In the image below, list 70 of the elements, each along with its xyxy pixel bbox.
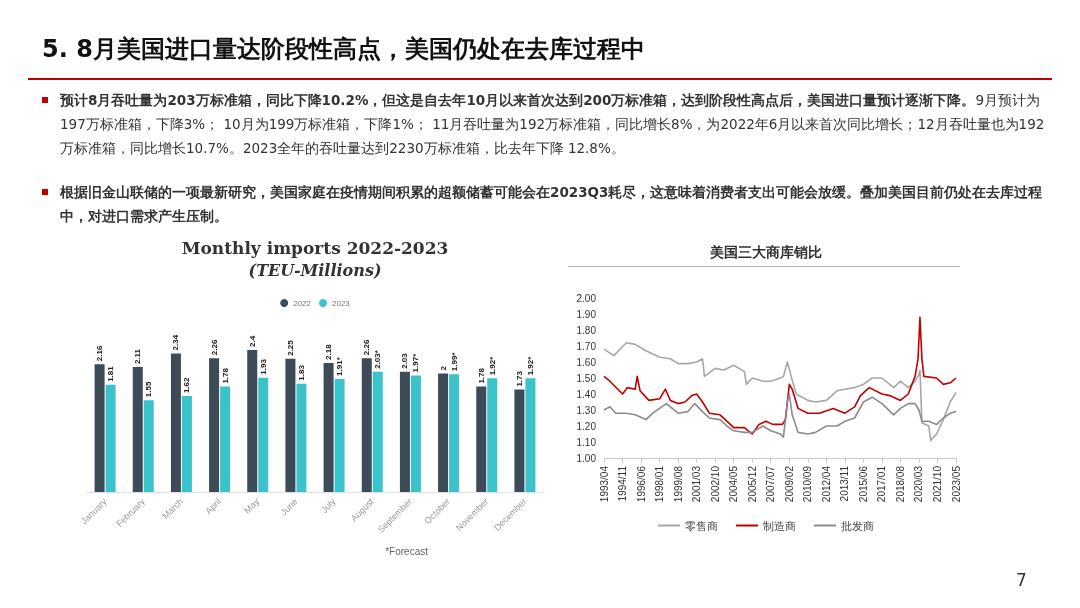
text: 预计8月吞吐量为203万标准箱，同比下降10.2%，但这是自去年10月以来首次达到200万标准箱，达到阶段性高点后，美国进口量预计逐渐下降。	[60, 92, 976, 108]
data-label: 2.25	[285, 339, 295, 356]
x-tick-label: 2009/02	[783, 465, 795, 503]
legend-label: 零售商	[685, 519, 718, 532]
data-label: 1.83	[296, 364, 306, 381]
x-tick-label: 2001/03	[691, 465, 703, 503]
text: 7	[1016, 570, 1027, 590]
y-tick-label: 1.20	[576, 420, 597, 432]
data-label: 2.18	[324, 343, 334, 360]
legend-label: 批发商	[841, 519, 874, 532]
legend-label: 制造商	[763, 519, 796, 532]
legend-label: 2023	[332, 298, 351, 308]
data-label: 1.78	[220, 367, 230, 384]
text: *Forecast	[385, 545, 429, 557]
y-tick-label: 1.90	[576, 308, 597, 320]
data-label: 2.4	[247, 335, 257, 347]
x-tick-label: July	[319, 496, 338, 515]
data-label: 1.99*	[449, 351, 459, 372]
data-label: 2.03*	[373, 349, 383, 369]
legend-label: 2022	[293, 298, 312, 308]
x-tick-label: 1993/04	[598, 465, 610, 503]
data-label: 1.92*	[525, 355, 535, 376]
data-label: 2.34	[171, 334, 181, 351]
x-tick-label: 2010/09	[802, 465, 814, 503]
x-tick-label: 2023/05	[950, 465, 962, 503]
y-tick-label: 2.00	[576, 292, 597, 304]
x-tick-label: 2002/10	[709, 465, 721, 503]
data-label: 1.55	[144, 381, 154, 398]
x-tick-label: 1998/01	[654, 465, 666, 503]
x-tick-label: 2017/01	[876, 465, 888, 503]
x-tick-label: 2018/08	[894, 465, 906, 503]
text: 5. 8月美国进口量达阶段性高点，美国仍处在去库过程中	[42, 34, 645, 65]
x-tick-label: 2020/03	[913, 465, 925, 503]
data-label: 1.62	[182, 376, 192, 394]
data-label: 2.26	[209, 339, 219, 356]
chart-title: 美国三大商库销比	[709, 244, 822, 260]
data-label: 2.26	[362, 339, 372, 356]
data-label: 1.93	[258, 358, 268, 375]
data-label: 2.11	[133, 348, 143, 365]
data-label: 2	[438, 365, 448, 371]
text: 根据旧金山联储的一项最新研究，美国家庭在疫情期间积累的超额储蓄可能会在2023Q3耗尽，这意味着消费者支出可能会放缓。叠加美国目前仍处在去库过程中，对进口需求产生压制。	[60, 184, 1043, 224]
x-tick-label: 2013/11	[839, 465, 851, 502]
x-tick-label: 2004/05	[728, 465, 740, 503]
data-label: 1.73	[514, 370, 524, 387]
y-tick-label: 1.00	[576, 452, 597, 464]
chart-title: Monthly imports 2022-2023	[181, 237, 449, 258]
x-tick-label: 2015/06	[857, 465, 869, 503]
y-tick-label: 1.10	[576, 436, 597, 448]
x-tick-label: May	[242, 496, 262, 516]
y-tick-label: 1.40	[576, 388, 597, 400]
x-tick-label: 1999/08	[672, 465, 684, 503]
y-tick-label: 1.50	[576, 372, 597, 384]
x-tick-label: 2007/07	[765, 465, 777, 503]
y-tick-label: 1.60	[576, 356, 597, 368]
y-tick-label: 1.80	[576, 324, 597, 336]
x-tick-label: 1994/11	[617, 465, 629, 502]
data-label: 1.91*	[335, 356, 345, 376]
data-label: 1.78	[476, 367, 486, 384]
x-tick-label: 2012/04	[820, 465, 832, 503]
x-tick-label: 2005/12	[746, 465, 758, 503]
x-tick-label: 2021/10	[932, 465, 944, 503]
x-tick-label: 1996/06	[635, 465, 647, 503]
data-label: 1.81	[106, 365, 116, 382]
data-label: 1.92*	[487, 355, 497, 376]
chart-subtitle: (TEU-Millions)	[248, 260, 382, 280]
data-label: 2.16	[95, 345, 105, 362]
y-tick-label: 1.30	[576, 404, 597, 416]
data-label: 1.97*	[411, 352, 421, 373]
data-label: 2.03	[400, 352, 410, 369]
y-tick-label: 1.70	[576, 340, 597, 352]
